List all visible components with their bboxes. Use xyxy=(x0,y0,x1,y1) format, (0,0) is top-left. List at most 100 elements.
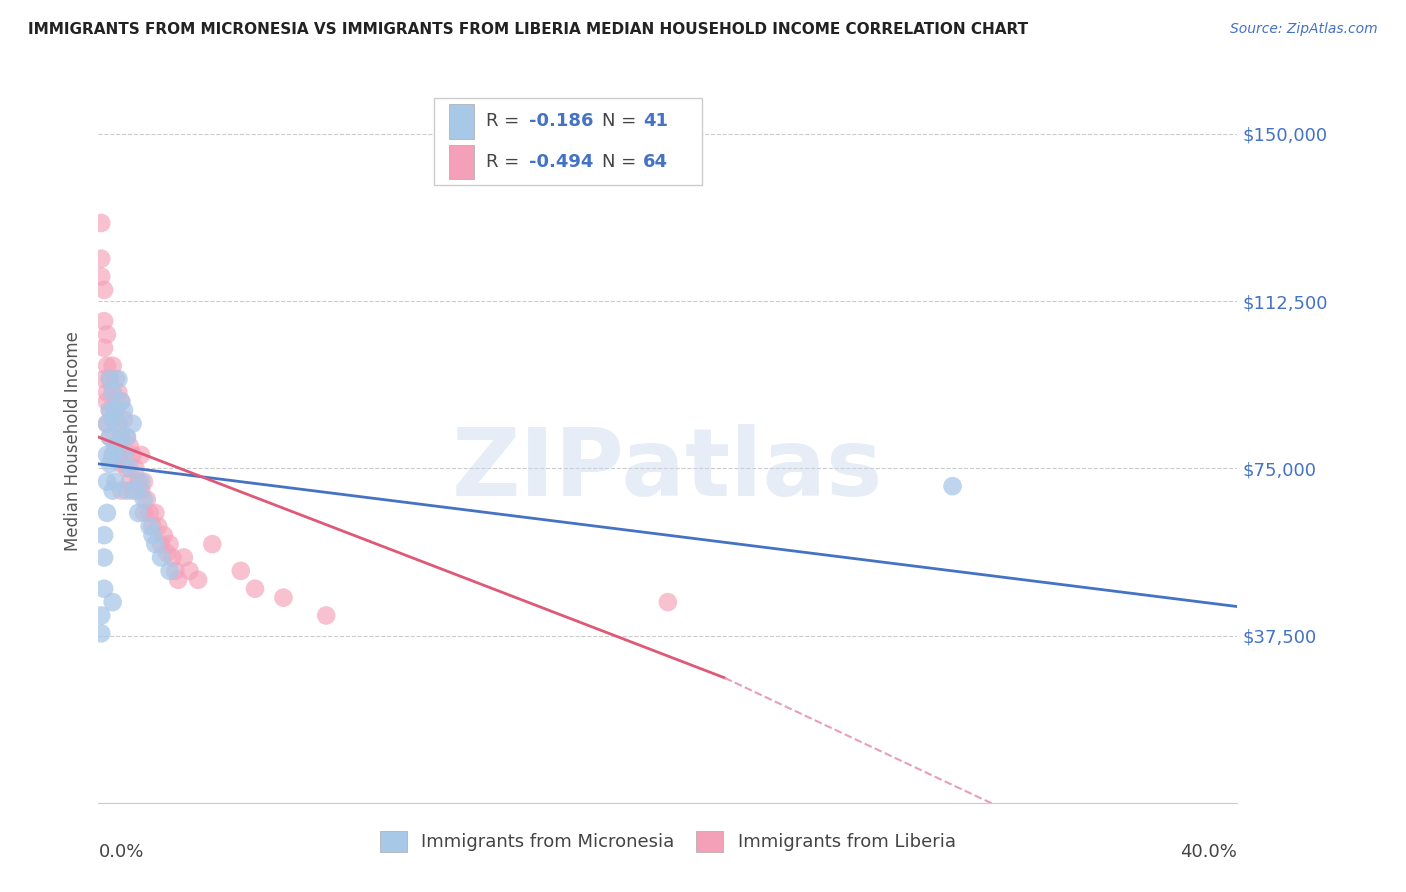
Point xyxy=(110,430,132,444)
Point xyxy=(657,595,679,609)
Point xyxy=(132,492,155,507)
Text: 41: 41 xyxy=(643,112,668,130)
Point xyxy=(167,573,190,587)
Point xyxy=(165,564,187,578)
Point xyxy=(121,417,143,431)
Point xyxy=(107,448,129,462)
Point xyxy=(118,439,141,453)
Point xyxy=(138,506,160,520)
Point xyxy=(148,519,170,533)
Point xyxy=(107,417,129,431)
Text: -0.186: -0.186 xyxy=(529,112,593,130)
Point xyxy=(145,506,167,520)
Point xyxy=(93,372,115,386)
Point xyxy=(115,483,138,498)
Point xyxy=(98,372,121,386)
Point xyxy=(156,546,179,560)
Point xyxy=(153,528,176,542)
Point xyxy=(110,457,132,471)
Point xyxy=(98,430,121,444)
Point xyxy=(115,430,138,444)
Point xyxy=(98,457,121,471)
Point xyxy=(104,403,127,417)
Point xyxy=(115,430,138,444)
Bar xyxy=(449,104,474,139)
Point xyxy=(159,564,181,578)
Point xyxy=(243,582,266,596)
Point xyxy=(98,403,121,417)
Point xyxy=(96,394,118,409)
Point xyxy=(98,372,121,386)
Point xyxy=(104,372,127,386)
Point xyxy=(162,550,184,565)
Point xyxy=(101,412,124,426)
Point xyxy=(127,475,149,489)
Point xyxy=(129,483,152,498)
Point xyxy=(90,216,112,230)
Point xyxy=(145,537,167,551)
Point xyxy=(96,417,118,431)
Point xyxy=(93,528,115,542)
Point xyxy=(121,483,143,498)
Legend: Immigrants from Micronesia, Immigrants from Liberia: Immigrants from Micronesia, Immigrants f… xyxy=(373,823,963,859)
Point xyxy=(112,448,135,462)
Point xyxy=(96,448,118,462)
Point xyxy=(173,550,195,565)
Text: R =: R = xyxy=(485,112,524,130)
Point xyxy=(90,608,112,623)
Point xyxy=(121,448,143,462)
Point xyxy=(112,412,135,426)
Text: Source: ZipAtlas.com: Source: ZipAtlas.com xyxy=(1230,22,1378,37)
Point xyxy=(98,403,121,417)
Point xyxy=(138,519,160,533)
Point xyxy=(179,564,201,578)
Point xyxy=(124,483,146,498)
Point xyxy=(93,341,115,355)
Point xyxy=(107,385,129,400)
Point xyxy=(141,519,163,533)
Point xyxy=(104,475,127,489)
Point xyxy=(93,283,115,297)
Point xyxy=(150,537,173,551)
Bar xyxy=(449,145,474,179)
Point xyxy=(129,475,152,489)
Point xyxy=(104,403,127,417)
Point xyxy=(135,492,157,507)
Point xyxy=(107,417,129,431)
Point xyxy=(118,461,141,475)
Point xyxy=(124,461,146,475)
Point xyxy=(96,327,118,342)
Point xyxy=(187,573,209,587)
Point xyxy=(96,506,118,520)
Point xyxy=(101,448,124,462)
Point xyxy=(96,359,118,373)
Point xyxy=(112,448,135,462)
Point xyxy=(132,475,155,489)
Point xyxy=(127,506,149,520)
Point xyxy=(101,595,124,609)
Point xyxy=(141,528,163,542)
Point xyxy=(201,537,224,551)
Point xyxy=(93,582,115,596)
Point xyxy=(129,448,152,462)
Text: R =: R = xyxy=(485,153,524,171)
Point xyxy=(110,394,132,409)
Point xyxy=(104,439,127,453)
Point xyxy=(96,417,118,431)
Point xyxy=(90,252,112,266)
Point xyxy=(110,483,132,498)
Point xyxy=(112,403,135,417)
Point xyxy=(96,475,118,489)
Point xyxy=(132,506,155,520)
Text: N =: N = xyxy=(602,153,641,171)
Point xyxy=(93,550,115,565)
Point xyxy=(104,439,127,453)
Point xyxy=(118,475,141,489)
Point xyxy=(101,483,124,498)
Point xyxy=(315,608,337,623)
Text: N =: N = xyxy=(602,112,641,130)
Text: 64: 64 xyxy=(643,153,668,171)
Y-axis label: Median Household Income: Median Household Income xyxy=(65,332,83,551)
Bar xyxy=(434,98,702,185)
Text: -0.494: -0.494 xyxy=(529,153,593,171)
